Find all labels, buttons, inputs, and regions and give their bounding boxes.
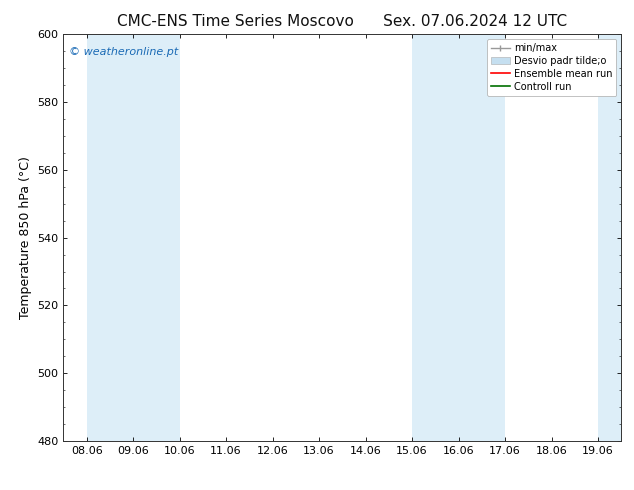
Text: © weatheronline.pt: © weatheronline.pt: [69, 47, 178, 56]
Bar: [598, 34, 621, 441]
Legend: min/max, Desvio padr tilde;o, Ensemble mean run, Controll run: min/max, Desvio padr tilde;o, Ensemble m…: [487, 39, 616, 96]
Title: CMC-ENS Time Series Moscovo      Sex. 07.06.2024 12 UTC: CMC-ENS Time Series Moscovo Sex. 07.06.2…: [117, 14, 567, 29]
Bar: [412, 34, 505, 441]
Y-axis label: Temperature 850 hPa (°C): Temperature 850 hPa (°C): [19, 156, 32, 319]
Bar: [87, 34, 179, 441]
